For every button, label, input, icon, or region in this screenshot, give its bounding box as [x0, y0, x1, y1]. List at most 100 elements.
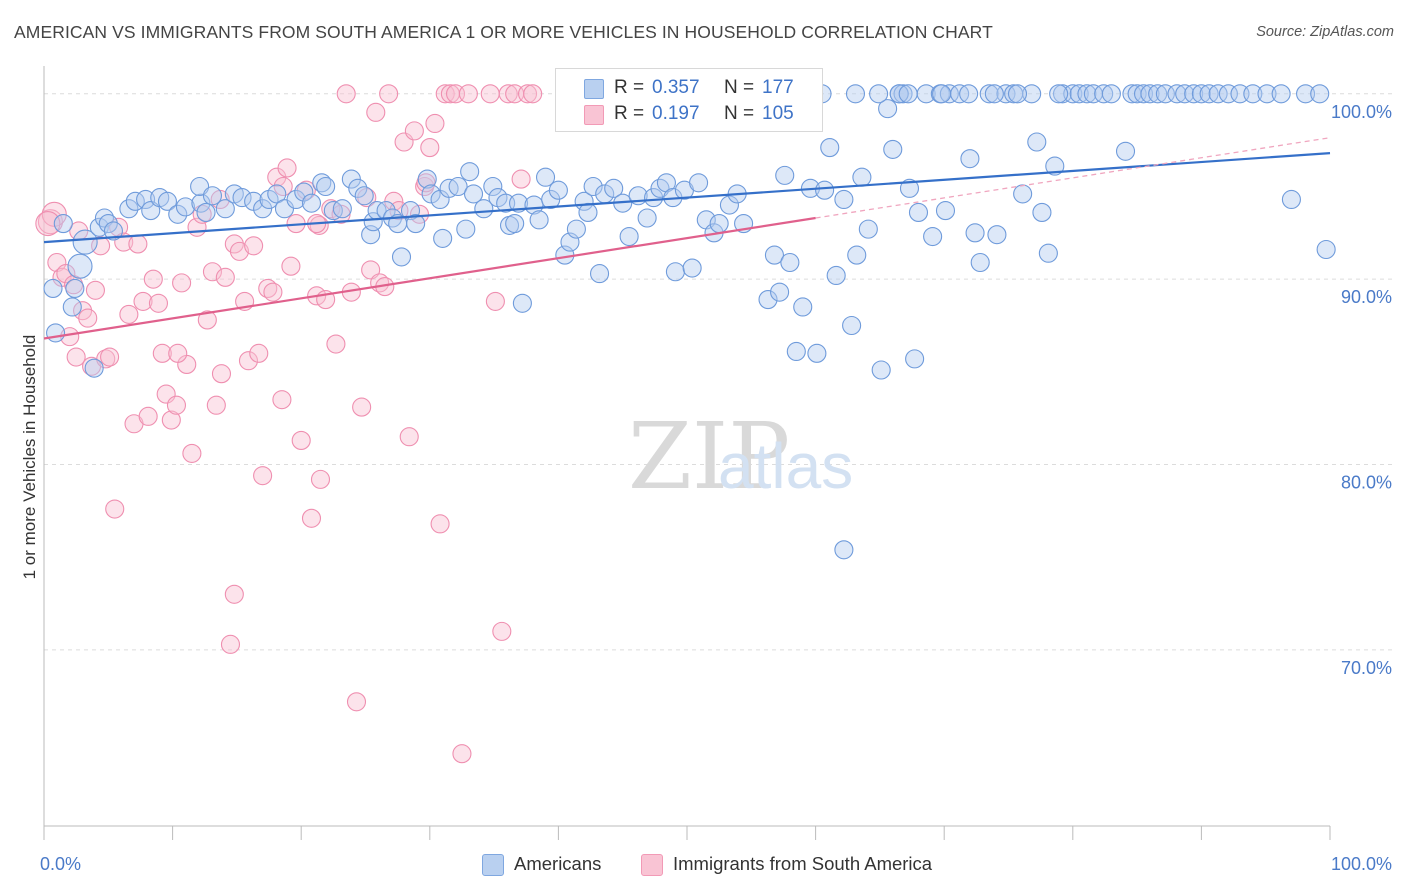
immigrants-point	[272, 390, 292, 410]
americans-point	[294, 182, 314, 202]
americans-point	[845, 84, 866, 104]
immigrants-point	[244, 236, 264, 256]
americans-point	[46, 323, 66, 343]
americans-point	[505, 214, 525, 234]
chart-title: AMERICAN VS IMMIGRANTS FROM SOUTH AMERIC…	[14, 22, 993, 42]
legend-n-value: 177	[762, 77, 794, 98]
americans-point	[834, 540, 854, 560]
bottom-legend-swatch-immigrants	[641, 854, 663, 876]
immigrants-point	[277, 158, 297, 178]
americans-point	[348, 178, 368, 198]
immigrants-point	[238, 351, 259, 371]
source-label: Source: ZipAtlas.com	[1256, 24, 1394, 40]
immigrants-point	[220, 634, 241, 654]
americans-point	[1296, 84, 1316, 104]
y-tick-label: 90.0%	[1341, 287, 1392, 307]
americans-point	[719, 195, 739, 215]
legend-swatch-americans	[584, 79, 604, 99]
y-tick-label: 70.0%	[1341, 658, 1392, 678]
immigrants-point	[492, 621, 512, 641]
americans-point	[644, 188, 664, 208]
americans-point	[376, 201, 396, 221]
americans-point	[689, 173, 709, 193]
americans-point	[67, 253, 93, 279]
immigrants-point	[182, 443, 202, 463]
americans-point	[474, 199, 494, 219]
americans-point	[793, 297, 813, 317]
immigrants-point	[301, 508, 322, 528]
immigrants-point	[91, 236, 111, 256]
americans-point	[301, 193, 322, 213]
americans-point	[764, 245, 784, 265]
americans-point	[996, 84, 1016, 104]
americans-point	[1115, 141, 1136, 161]
americans-point	[834, 189, 854, 210]
americans-point	[460, 162, 480, 182]
americans-point	[65, 278, 85, 298]
americans-point	[232, 188, 252, 208]
americans-point	[267, 184, 287, 204]
americans-point	[899, 178, 920, 198]
immigrants-point	[517, 84, 538, 104]
americans-point	[1133, 84, 1154, 104]
americans-point	[157, 191, 178, 211]
legend-n-value: 105	[762, 103, 794, 124]
americans-point	[508, 193, 529, 213]
immigrants-point	[253, 466, 273, 486]
immigrants-point	[148, 293, 169, 313]
americans-point	[548, 180, 568, 200]
americans-point	[103, 221, 123, 241]
americans-point	[215, 199, 235, 219]
americans-point	[1191, 84, 1211, 104]
americans-point	[965, 223, 985, 243]
immigrants-point	[452, 744, 472, 764]
americans-point	[932, 84, 952, 104]
immigrants-point	[399, 427, 419, 447]
americans-point	[1027, 132, 1047, 152]
immigrants-point	[346, 692, 367, 712]
immigrants-point	[85, 280, 105, 300]
americans-point	[202, 186, 223, 206]
americans-point	[1063, 84, 1083, 104]
americans-point	[406, 214, 426, 234]
legend-r-label: R =	[614, 77, 645, 98]
americans-point	[987, 225, 1007, 245]
immigrants-point	[523, 84, 543, 104]
americans-point	[858, 219, 878, 239]
y-axis-title: 1 or more Vehicles in Household	[20, 335, 39, 580]
americans-point	[136, 189, 156, 210]
americans-point	[682, 258, 702, 278]
immigrants-point	[281, 256, 301, 276]
immigrants-point	[229, 241, 250, 261]
x-tick-label: 100.0%	[1331, 854, 1392, 874]
americans-point	[119, 199, 139, 219]
americans-point	[175, 197, 196, 217]
americans-point	[1045, 156, 1065, 176]
americans-point	[1316, 239, 1336, 260]
americans-point	[94, 208, 114, 228]
immigrants-point	[166, 395, 187, 415]
immigrants-point	[161, 410, 181, 430]
legend-r-value: 0.357	[652, 77, 700, 98]
americans-point	[970, 252, 990, 273]
x-tick-label: 0.0%	[40, 854, 81, 874]
americans-point	[959, 84, 979, 104]
americans-point	[883, 139, 903, 159]
y-tick-label: 100.0%	[1331, 102, 1392, 122]
immigrants-point	[404, 121, 424, 141]
americans-point	[1243, 84, 1263, 104]
immigrants-point	[197, 310, 217, 330]
axes	[43, 66, 1331, 840]
americans-point	[463, 184, 484, 204]
americans-point	[820, 138, 840, 158]
immigrants-point	[249, 343, 269, 363]
americans-point	[1140, 84, 1160, 104]
immigrants-point	[143, 269, 163, 289]
americans-point	[583, 176, 603, 197]
legend-n-label: N =	[724, 103, 755, 124]
americans-point	[141, 201, 161, 221]
americans-point	[878, 99, 898, 119]
immigrants-point	[66, 347, 86, 367]
bottom-legend-americans: Americans	[514, 853, 602, 874]
americans-point	[578, 202, 598, 222]
